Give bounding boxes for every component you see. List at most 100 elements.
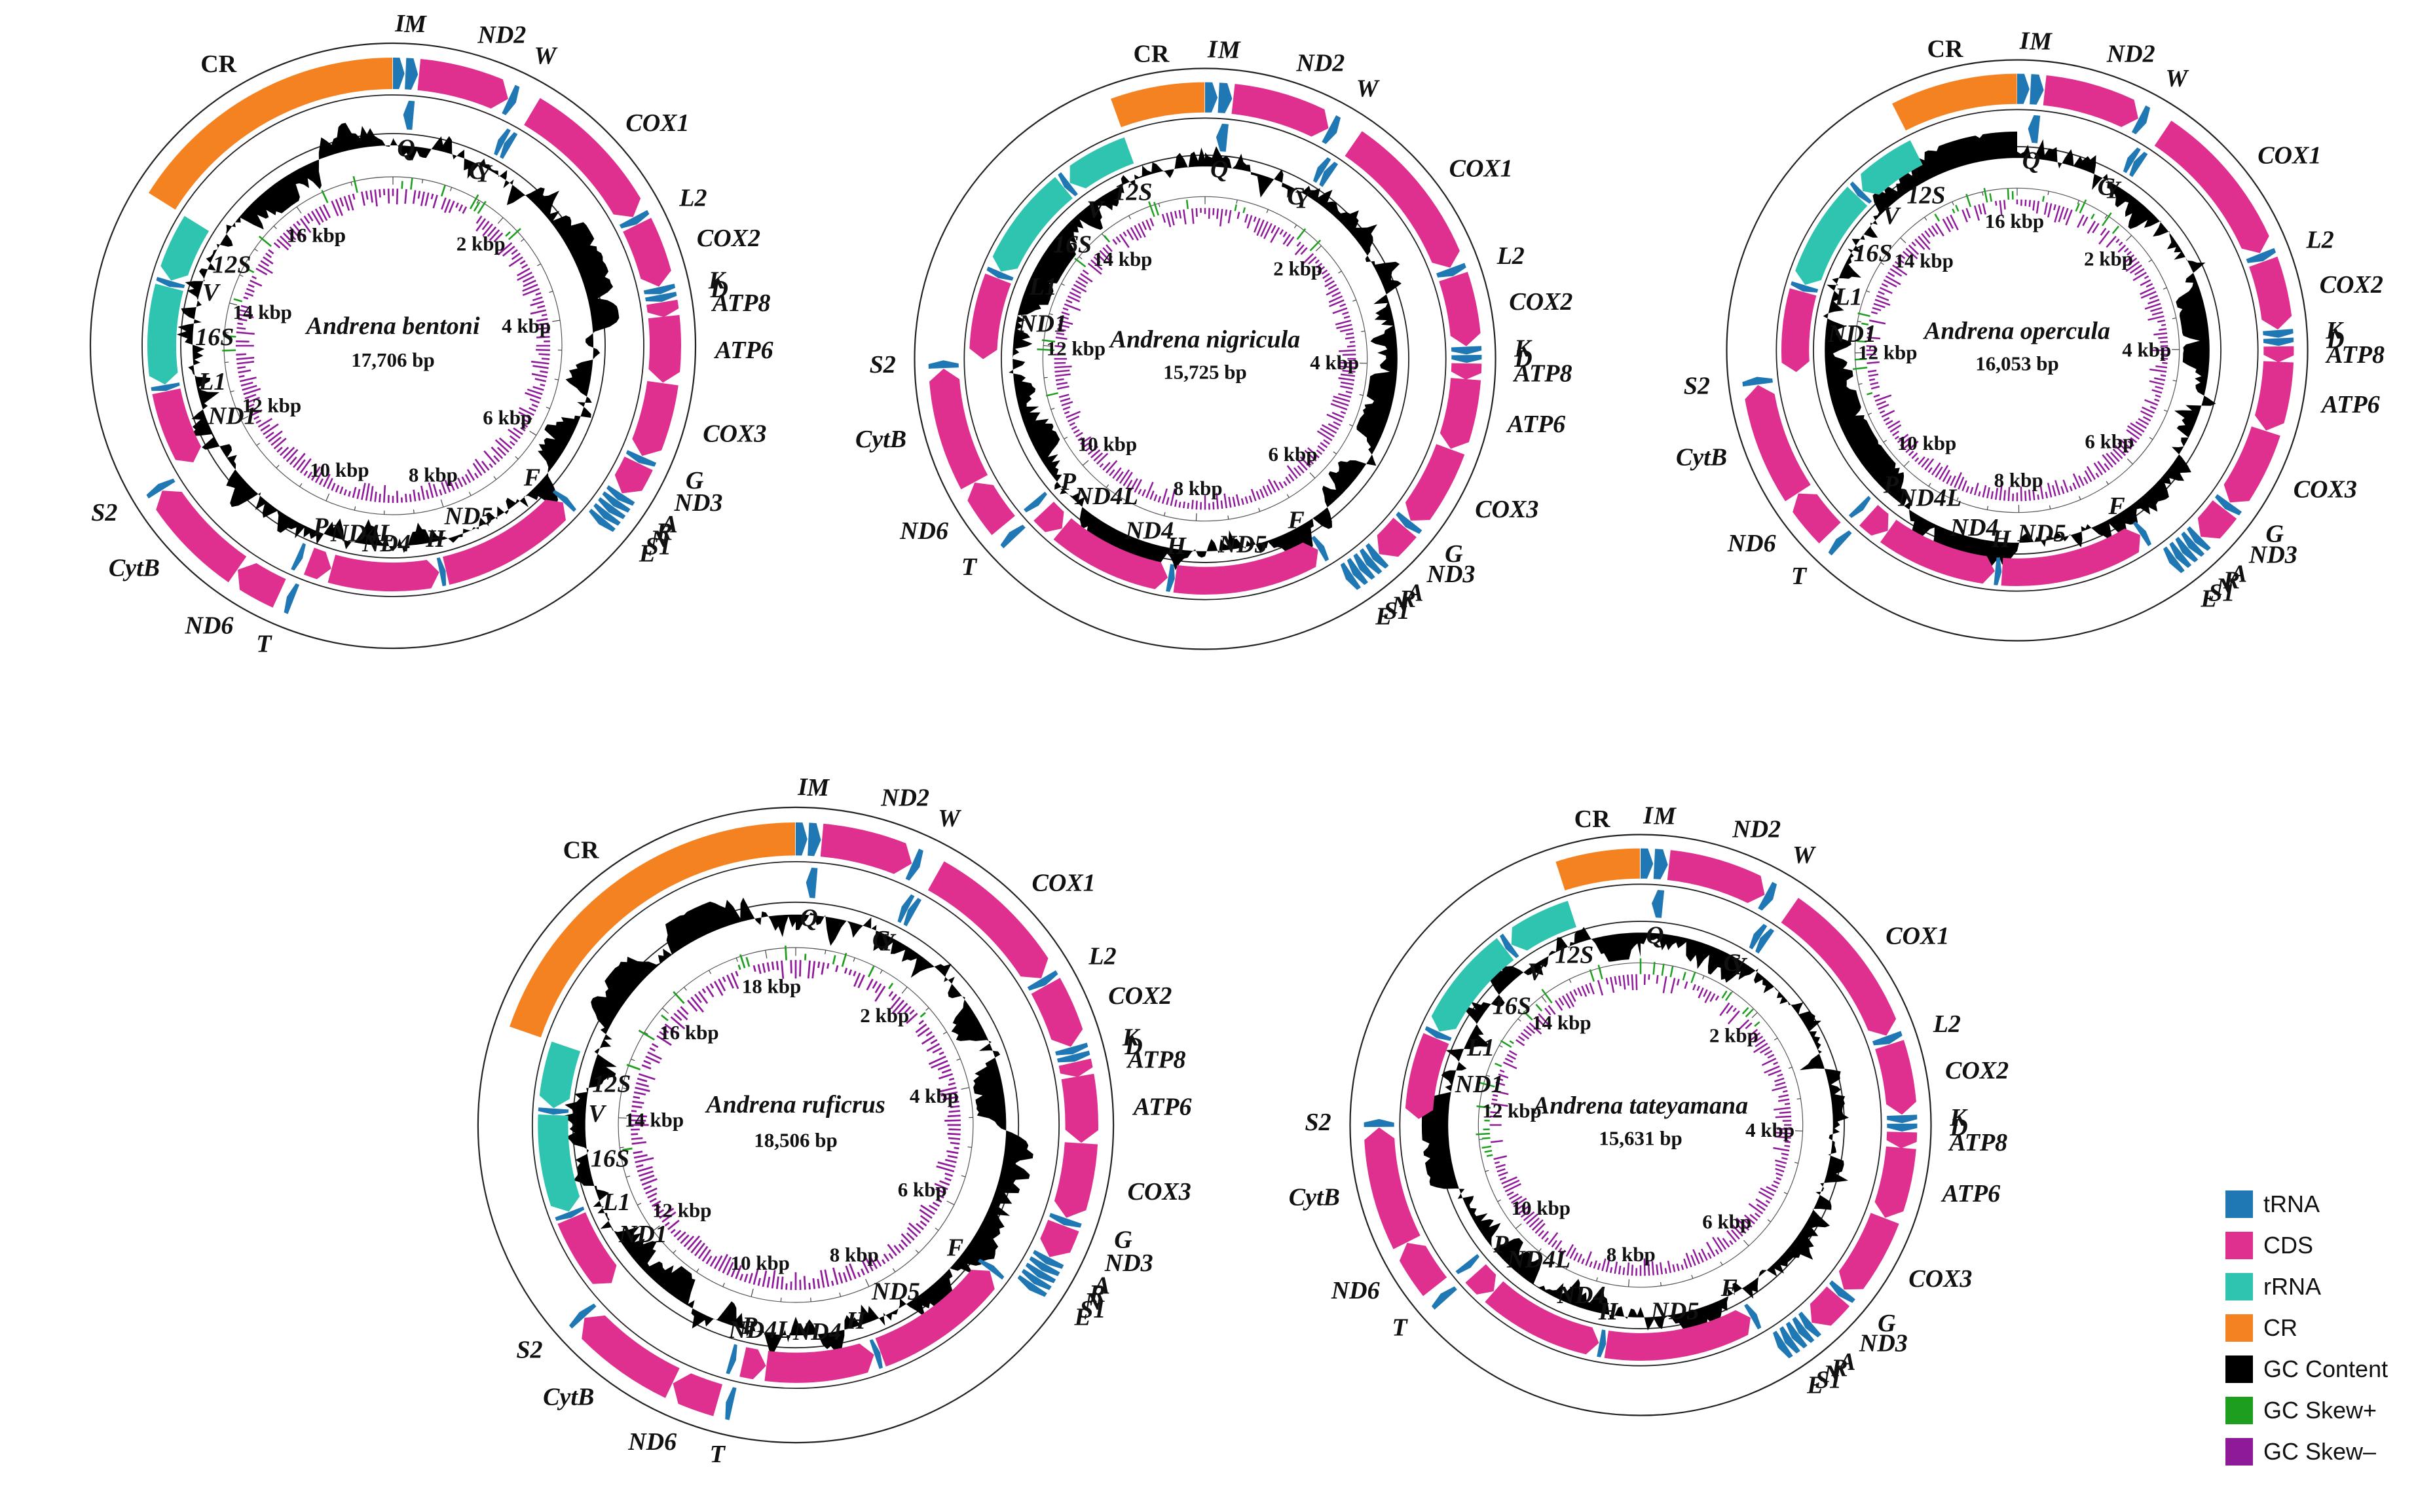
kbp-label: 16 kbp (1985, 210, 2044, 232)
gc-skew-negative-bar (2035, 200, 2040, 214)
gc-skew-negative-bar (2028, 489, 2031, 501)
gc-skew-positive-bar (1589, 969, 1595, 982)
gc-skew-negative-bar (1593, 1260, 1597, 1269)
gc-skew-negative-bar (1248, 495, 1253, 503)
gc-skew-negative-bar (286, 449, 299, 462)
gene-label-nd4l: ND4L (1506, 1246, 1571, 1274)
gc-skew-positive-bar (1185, 200, 1189, 210)
gc-skew-negative-bar (250, 407, 257, 412)
gc-skew-positive-bar (1754, 1021, 1760, 1027)
gc-skew-negative-bar (1729, 1240, 1734, 1245)
feature-trna-s1 (593, 503, 621, 526)
gc-skew-negative-bar (260, 260, 270, 267)
gc-skew-negative-bar (937, 1086, 957, 1093)
gene-label-s1: S1 (645, 533, 671, 561)
gene-label-w: W (1356, 75, 1381, 102)
feature-trna-w (1322, 115, 1341, 144)
gc-skew-negative-bar (1256, 219, 1265, 236)
gc-skew-positive-bar (1242, 207, 1246, 213)
gc-skew-negative-bar (1333, 396, 1350, 403)
gc-skew-negative-bar (697, 1245, 709, 1259)
gc-skew-negative-bar (518, 411, 532, 420)
gc-skew-negative-bar (1087, 445, 1099, 455)
gc-skew-positive-bar (638, 1029, 655, 1041)
gc-skew-negative-bar (443, 198, 451, 213)
gc-skew-negative-bar (2138, 418, 2149, 426)
scale-tick (1788, 1067, 1793, 1069)
gc-skew-negative-bar (1331, 291, 1341, 297)
gc-skew-negative-bar (1504, 1183, 1521, 1192)
gc-skew-positive-bar (1541, 989, 1553, 1004)
gc-skew-negative-bar (1320, 441, 1328, 449)
gc-skew-negative-bar (1490, 1139, 1503, 1143)
gc-skew-negative-bar (849, 1263, 857, 1280)
gc-skew-negative-bar (757, 964, 762, 974)
gc-skew-negative-bar (1905, 248, 1918, 259)
gc-skew-positive-bar (804, 953, 807, 961)
gc-skew-negative-bar (348, 194, 354, 211)
feature-trna-g (1396, 511, 1422, 534)
gc-skew-negative-bar (635, 1157, 654, 1164)
gc-skew-positive-bar (2075, 203, 2080, 212)
gene-label-i: I (1207, 35, 1218, 63)
gc-skew-negative-bar (240, 304, 250, 309)
kbp-label: 18 kbp (742, 974, 801, 997)
kbp-label: 12 kbp (652, 1198, 711, 1221)
gene-label-t: T (256, 631, 272, 658)
gc-skew-negative-bar (1732, 1007, 1737, 1012)
gc-skew-negative-bar (240, 381, 253, 387)
gc-skew-negative-bar (1879, 410, 1886, 414)
gc-skew-negative-bar (831, 1280, 834, 1286)
scale-tick (1702, 975, 1705, 980)
feature-cr-cr (1111, 82, 1205, 128)
gc-skew-negative-bar (1308, 256, 1317, 265)
gc-skew-negative-bar (633, 1154, 648, 1159)
gc-skew-negative-bar (1342, 369, 1356, 373)
gc-skew-negative-bar (1867, 361, 1880, 364)
scale-tick (554, 378, 559, 380)
scale-tick (549, 291, 553, 293)
gc-skew-negative-bar (811, 961, 816, 979)
gc-skew-negative-bar (1705, 1242, 1716, 1257)
kbp-label: 2 kbp (2084, 247, 2133, 270)
scale-tick (892, 1268, 896, 1272)
gc-skew-negative-bar (1931, 225, 1939, 235)
kbp-label: 10 kbp (730, 1251, 789, 1274)
gc-skew-negative-bar (1232, 496, 1236, 507)
gc-skew-negative-bar (282, 232, 291, 241)
gc-skew-negative-bar (1262, 485, 1269, 497)
feature-rrna-16s (1431, 938, 1514, 1032)
gc-skew-negative-bar (891, 999, 905, 1014)
feature-trna-k (1055, 1042, 1088, 1056)
feature-trna-m (808, 822, 821, 857)
kbp-label: 10 kbp (1512, 1196, 1571, 1219)
gc-skew-negative-bar (1061, 311, 1070, 316)
gc-skew-negative-bar (509, 441, 515, 446)
gc-skew-negative-bar (1340, 411, 1347, 415)
gc-skew-negative-bar (647, 1192, 658, 1199)
gc-skew-negative-bar (1255, 490, 1261, 500)
gc-skew-negative-bar (1317, 266, 1326, 273)
feature-cds-cytb (582, 1315, 680, 1398)
gc-skew-negative-bar (1703, 989, 1708, 997)
gc-skew-negative-bar (1508, 1193, 1519, 1200)
gc-skew-positive-bar (1478, 1081, 1495, 1088)
kbp-label: 14 kbp (625, 1109, 684, 1132)
scale-tick (240, 416, 249, 420)
feature-trna-v (1500, 933, 1519, 959)
gc-skew-negative-bar (1684, 981, 1688, 989)
scale-tick (230, 390, 234, 393)
gc-skew-negative-bar (1565, 1244, 1574, 1257)
feature-trna-r (1360, 548, 1383, 574)
feature-trna-n (1025, 1263, 1056, 1283)
gc-skew-negative-bar (1496, 1168, 1506, 1173)
gc-skew-negative-bar (1775, 1172, 1783, 1177)
gc-skew-negative-bar (449, 479, 455, 491)
gc-skew-negative-bar (1534, 1223, 1546, 1234)
gc-skew-negative-bar (1054, 369, 1070, 373)
gc-skew-negative-bar (1874, 299, 1891, 306)
gc-skew-negative-bar (1339, 303, 1347, 308)
gc-skew-negative-bar (638, 1073, 656, 1080)
gc-skew-negative-bar (2092, 223, 2100, 234)
gc-skew-negative-bar (1867, 332, 1872, 335)
